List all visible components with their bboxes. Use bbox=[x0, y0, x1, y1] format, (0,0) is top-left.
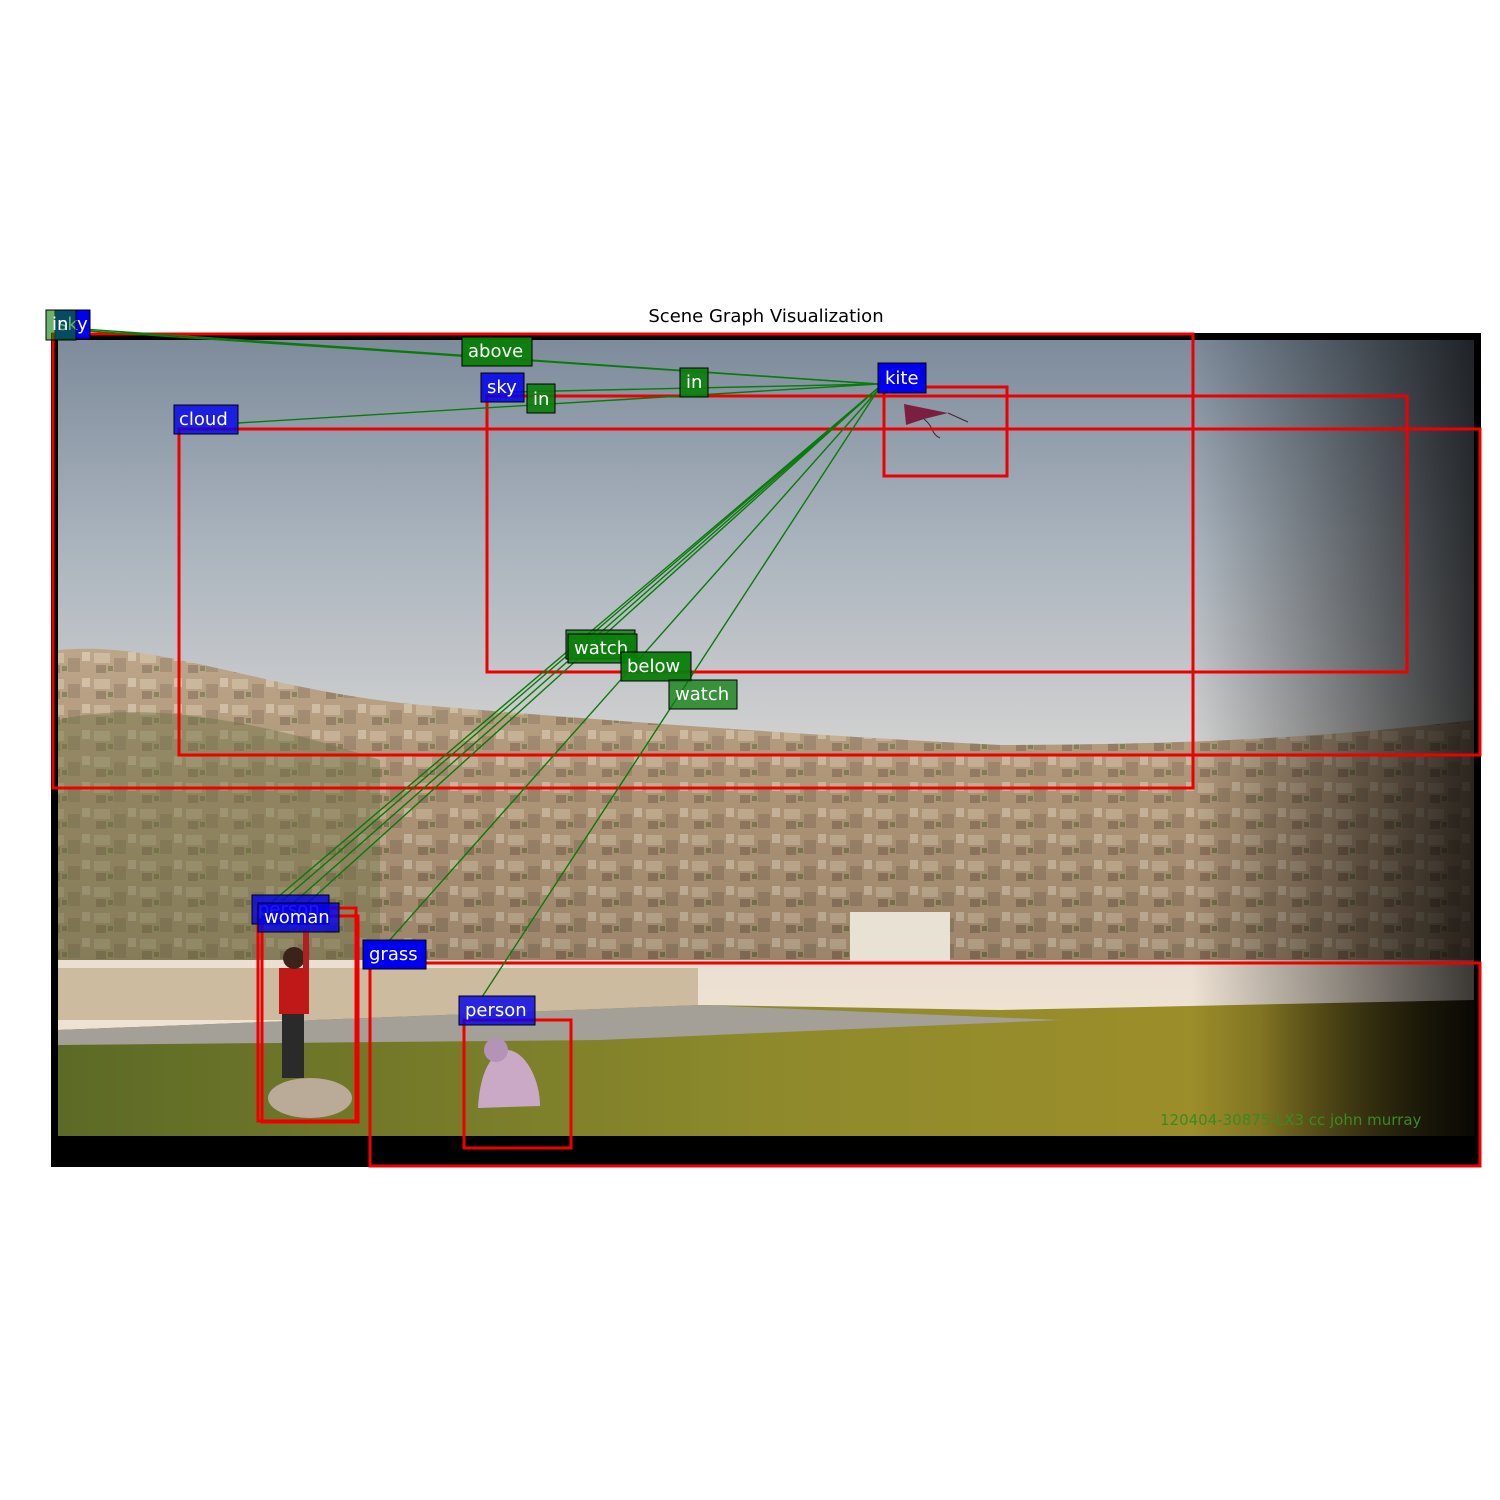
relation-label-in-topleft-text: in bbox=[52, 314, 68, 335]
object-label-woman-text: woman bbox=[264, 907, 330, 928]
relation-label-below-text: below bbox=[627, 656, 680, 677]
object-label-sky-2[interactable]: sky bbox=[480, 372, 525, 403]
box-kite bbox=[882, 385, 1009, 478]
box-sky-1 bbox=[51, 332, 1195, 790]
relation-label-in-topleft[interactable]: in bbox=[45, 309, 77, 341]
object-label-cloud-text: cloud bbox=[179, 409, 228, 430]
page-title: Scene Graph Visualization bbox=[648, 306, 884, 327]
watermark: 120404-30875-LX3 cc john murray bbox=[1160, 1111, 1422, 1129]
photo-image: 120404-30875-LX3 cc john murray bbox=[51, 333, 1481, 1167]
object-label-person-2-text: person bbox=[465, 1000, 527, 1021]
object-label-person-2[interactable]: person bbox=[458, 995, 536, 1026]
object-label-cloud[interactable]: cloud bbox=[173, 404, 239, 435]
vignette bbox=[58, 340, 1474, 1136]
kite-shape bbox=[904, 404, 948, 425]
relation-label-below[interactable]: below bbox=[620, 651, 692, 682]
relation-label-above[interactable]: above bbox=[461, 336, 533, 367]
relation-label-in-1[interactable]: in bbox=[679, 367, 709, 398]
relation-label-in-2[interactable]: in bbox=[526, 383, 556, 414]
object-label-grass-text: grass bbox=[369, 944, 418, 965]
object-label-kite-text: kite bbox=[885, 368, 919, 389]
relation-label-watch-2-text: watch bbox=[574, 638, 628, 659]
relation-label-watch-3-text: watch bbox=[675, 684, 729, 705]
object-label-kite[interactable]: kite bbox=[877, 362, 927, 394]
edge-in-2 bbox=[237, 383, 879, 424]
object-label-woman[interactable]: woman bbox=[257, 902, 340, 933]
relation-label-above-text: above bbox=[468, 341, 523, 362]
object-label-grass[interactable]: grass bbox=[362, 939, 427, 970]
object-labels: sky kite sky cloud person woman grass p bbox=[54, 309, 927, 1026]
object-label-sky-2-text: sky bbox=[487, 377, 517, 398]
woman-figure bbox=[268, 930, 352, 1118]
relation-label-in-1-text: in bbox=[686, 372, 702, 393]
sitting-person-figure bbox=[478, 1038, 540, 1108]
relation-label-watch-3[interactable]: watch bbox=[668, 679, 738, 710]
box-sky-2 bbox=[485, 394, 1409, 674]
relation-labels: in above in in watch watch below watch bbox=[45, 309, 738, 710]
box-grass bbox=[368, 961, 1482, 1168]
relation-label-in-2-text: in bbox=[533, 389, 549, 410]
